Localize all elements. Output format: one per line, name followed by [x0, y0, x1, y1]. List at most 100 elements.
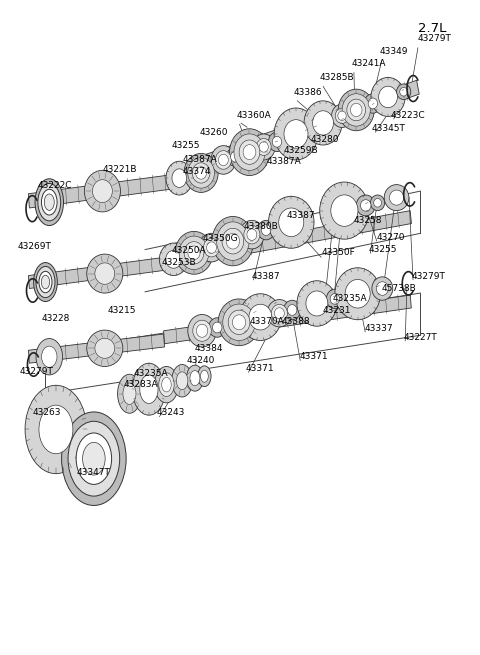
Ellipse shape [230, 151, 240, 162]
Ellipse shape [347, 99, 366, 121]
Text: 43280: 43280 [310, 136, 339, 144]
Polygon shape [28, 257, 165, 288]
Ellipse shape [350, 103, 362, 117]
Text: 43380B: 43380B [243, 223, 278, 231]
Ellipse shape [312, 111, 334, 135]
Text: 43223C: 43223C [391, 111, 425, 120]
Ellipse shape [190, 371, 200, 386]
Ellipse shape [288, 305, 297, 315]
Ellipse shape [123, 383, 136, 404]
Text: 43258: 43258 [354, 216, 383, 225]
Ellipse shape [140, 375, 158, 403]
Ellipse shape [249, 305, 272, 330]
Ellipse shape [204, 238, 219, 257]
Ellipse shape [172, 365, 192, 397]
Ellipse shape [268, 132, 286, 151]
Ellipse shape [39, 405, 73, 454]
Ellipse shape [44, 194, 54, 210]
Text: 43374: 43374 [182, 167, 211, 176]
Text: 43235A: 43235A [133, 369, 168, 378]
Ellipse shape [36, 339, 62, 375]
Ellipse shape [379, 86, 397, 107]
Ellipse shape [84, 170, 120, 212]
Ellipse shape [162, 377, 171, 392]
Ellipse shape [188, 158, 215, 188]
Text: 43269T: 43269T [18, 242, 52, 251]
Ellipse shape [42, 346, 57, 367]
Text: 43279T: 43279T [19, 367, 53, 376]
Text: 43270: 43270 [377, 233, 405, 242]
Text: 43387A: 43387A [182, 155, 217, 164]
Text: 43231: 43231 [322, 305, 350, 314]
Text: 43337: 43337 [364, 324, 393, 333]
Polygon shape [191, 81, 419, 174]
Text: 43371: 43371 [246, 364, 274, 373]
Ellipse shape [345, 280, 370, 308]
Ellipse shape [188, 246, 200, 259]
Ellipse shape [132, 364, 166, 415]
Ellipse shape [25, 385, 87, 474]
Ellipse shape [384, 185, 409, 211]
Ellipse shape [188, 314, 216, 347]
Text: 43387: 43387 [287, 212, 315, 220]
Ellipse shape [226, 233, 240, 249]
Ellipse shape [356, 195, 375, 215]
Text: 43386: 43386 [293, 88, 322, 97]
Ellipse shape [247, 229, 257, 240]
Ellipse shape [262, 225, 271, 235]
Ellipse shape [268, 196, 314, 248]
Ellipse shape [95, 263, 115, 284]
Ellipse shape [87, 330, 123, 366]
Ellipse shape [271, 305, 288, 322]
Text: 43387A: 43387A [266, 157, 301, 166]
Ellipse shape [232, 315, 246, 329]
Ellipse shape [218, 299, 260, 346]
Ellipse shape [159, 373, 174, 396]
Ellipse shape [368, 98, 378, 109]
Ellipse shape [371, 77, 405, 117]
Ellipse shape [176, 372, 188, 390]
Text: 43345T: 43345T [372, 124, 406, 133]
Ellipse shape [335, 268, 381, 320]
Ellipse shape [338, 111, 346, 121]
Ellipse shape [240, 220, 264, 249]
Ellipse shape [229, 129, 269, 176]
Text: 43253B: 43253B [162, 258, 196, 267]
Text: 43215: 43215 [107, 305, 136, 314]
Ellipse shape [284, 300, 301, 320]
Ellipse shape [332, 104, 352, 128]
Text: 43384: 43384 [195, 345, 223, 354]
Ellipse shape [38, 183, 60, 221]
Text: 43263: 43263 [32, 408, 60, 417]
Ellipse shape [196, 324, 208, 337]
Ellipse shape [304, 101, 342, 145]
Ellipse shape [373, 198, 382, 207]
Ellipse shape [222, 229, 244, 254]
Ellipse shape [41, 275, 49, 289]
Text: 43360A: 43360A [236, 111, 271, 120]
Ellipse shape [184, 242, 204, 264]
Ellipse shape [284, 120, 308, 148]
Text: 43250A: 43250A [171, 246, 206, 255]
Ellipse shape [118, 374, 141, 413]
Ellipse shape [338, 89, 374, 131]
Ellipse shape [179, 236, 209, 269]
Ellipse shape [218, 154, 228, 166]
Ellipse shape [216, 151, 231, 169]
Ellipse shape [364, 94, 382, 113]
Ellipse shape [34, 263, 57, 301]
Ellipse shape [83, 442, 105, 475]
Text: 45738B: 45738B [382, 284, 416, 293]
Text: 43240: 43240 [187, 356, 215, 365]
Ellipse shape [372, 277, 393, 300]
Ellipse shape [243, 145, 256, 160]
Text: 43243: 43243 [157, 408, 185, 417]
Ellipse shape [155, 366, 179, 403]
Ellipse shape [331, 195, 358, 227]
Ellipse shape [93, 179, 112, 202]
Ellipse shape [186, 365, 204, 391]
Text: 43221B: 43221B [102, 164, 137, 174]
Text: 43349: 43349 [380, 47, 408, 56]
Ellipse shape [400, 88, 408, 96]
Ellipse shape [159, 243, 188, 276]
